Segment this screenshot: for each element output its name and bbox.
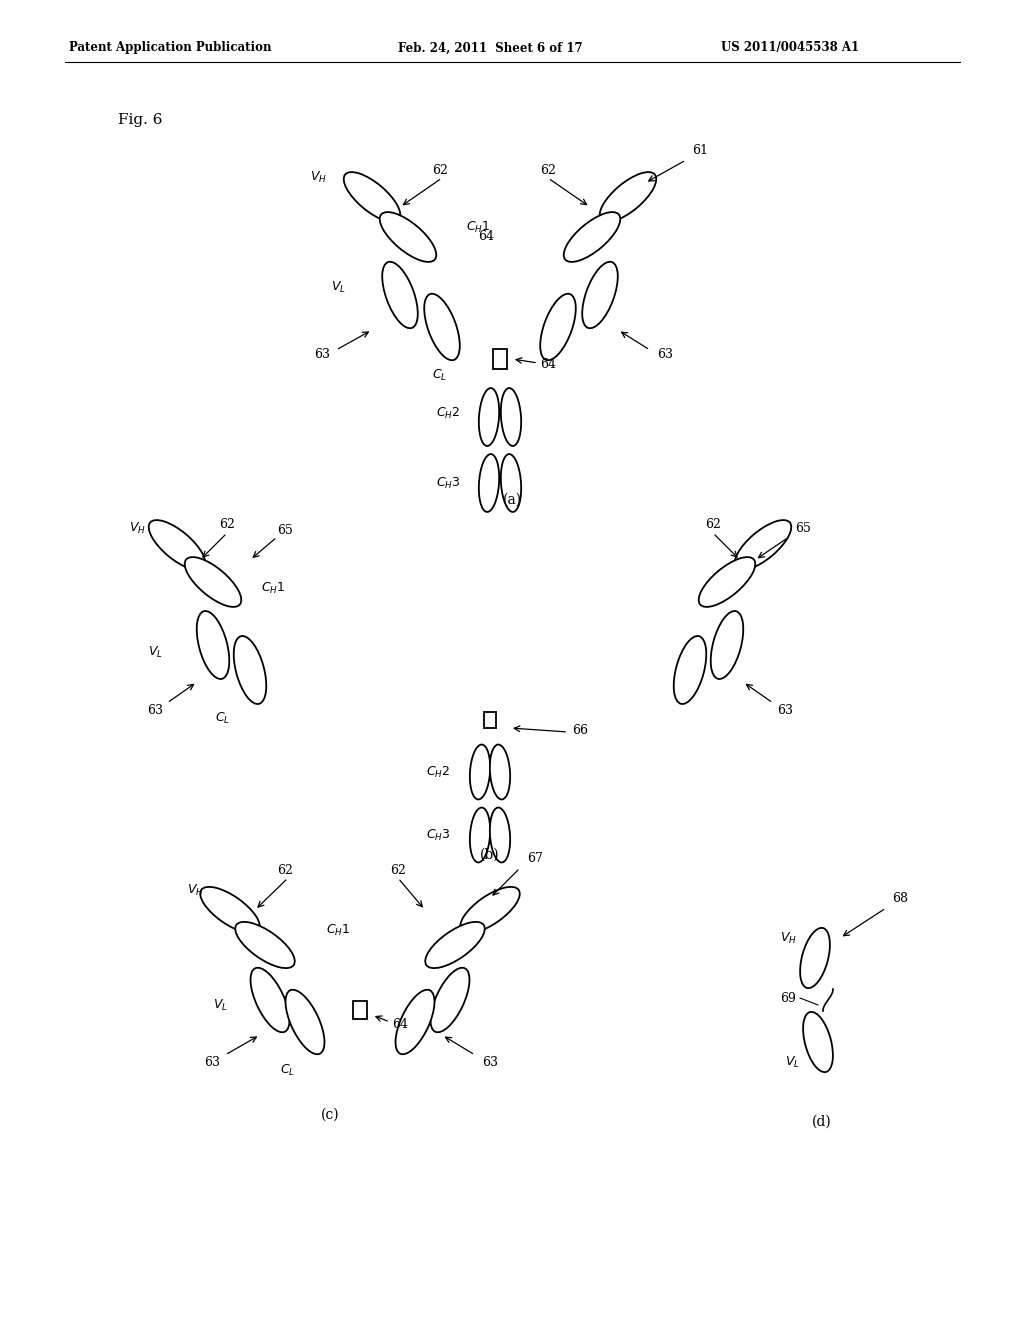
Text: $V_L$: $V_L$ — [147, 644, 163, 660]
Ellipse shape — [541, 294, 575, 360]
Ellipse shape — [674, 636, 707, 704]
Ellipse shape — [489, 744, 510, 800]
Ellipse shape — [382, 261, 418, 329]
Ellipse shape — [800, 928, 829, 989]
Text: $C_H2$: $C_H2$ — [426, 764, 451, 780]
Text: 64: 64 — [540, 359, 556, 371]
Text: 66: 66 — [572, 723, 588, 737]
Text: Feb. 24, 2011  Sheet 6 of 17: Feb. 24, 2011 Sheet 6 of 17 — [397, 41, 583, 54]
Text: 64: 64 — [392, 1019, 408, 1031]
Ellipse shape — [395, 990, 434, 1055]
Text: US 2011/0045538 A1: US 2011/0045538 A1 — [721, 41, 859, 54]
Ellipse shape — [470, 808, 490, 862]
Text: Patent Application Publication: Patent Application Publication — [69, 41, 271, 54]
Text: 63: 63 — [147, 704, 163, 717]
Text: $V_H$: $V_H$ — [309, 169, 327, 185]
Ellipse shape — [600, 172, 656, 222]
Text: 61: 61 — [692, 144, 708, 157]
Ellipse shape — [236, 921, 295, 968]
Text: (a): (a) — [503, 492, 521, 507]
Ellipse shape — [184, 557, 242, 607]
Text: $C_H1$: $C_H1$ — [466, 219, 490, 235]
Text: 62: 62 — [390, 863, 406, 876]
Ellipse shape — [698, 557, 756, 607]
Text: Fig. 6: Fig. 6 — [118, 114, 163, 127]
Ellipse shape — [734, 520, 792, 570]
Ellipse shape — [711, 611, 743, 678]
Ellipse shape — [583, 261, 617, 329]
Text: 63: 63 — [482, 1056, 498, 1068]
Text: 62: 62 — [540, 164, 556, 177]
Text: $V_L$: $V_L$ — [784, 1055, 800, 1069]
Text: $V_H$: $V_H$ — [186, 883, 204, 898]
Text: 62: 62 — [432, 164, 447, 177]
Text: (b): (b) — [480, 847, 500, 862]
Ellipse shape — [501, 388, 521, 446]
Ellipse shape — [424, 294, 460, 360]
Text: 63: 63 — [657, 348, 673, 362]
Text: 68: 68 — [892, 891, 908, 904]
Text: 69: 69 — [780, 991, 796, 1005]
Text: 62: 62 — [278, 863, 293, 876]
Text: $V_H$: $V_H$ — [129, 520, 145, 536]
Ellipse shape — [501, 454, 521, 512]
Ellipse shape — [430, 968, 469, 1032]
Ellipse shape — [201, 887, 260, 933]
Text: 62: 62 — [706, 519, 721, 532]
Ellipse shape — [148, 520, 205, 570]
Text: $C_L$: $C_L$ — [281, 1063, 296, 1077]
Text: $C_H2$: $C_H2$ — [436, 405, 460, 421]
Text: 65: 65 — [278, 524, 293, 536]
Text: $C_H3$: $C_H3$ — [426, 828, 451, 842]
Text: 63: 63 — [204, 1056, 220, 1068]
Ellipse shape — [251, 968, 290, 1032]
Ellipse shape — [197, 611, 229, 678]
Ellipse shape — [233, 636, 266, 704]
Text: $C_H1$: $C_H1$ — [261, 581, 286, 595]
Ellipse shape — [380, 213, 436, 261]
Text: $C_H1$: $C_H1$ — [326, 923, 350, 937]
Text: 62: 62 — [219, 519, 234, 532]
Text: $C_L$: $C_L$ — [432, 367, 447, 383]
Text: $C_H3$: $C_H3$ — [435, 475, 461, 491]
Text: 63: 63 — [777, 704, 793, 717]
Text: 64: 64 — [478, 231, 494, 243]
Text: $V_L$: $V_L$ — [213, 998, 227, 1012]
Bar — [353, 1001, 367, 1019]
Ellipse shape — [344, 172, 400, 222]
Text: 65: 65 — [795, 521, 811, 535]
Text: (c): (c) — [321, 1107, 339, 1122]
Text: (d): (d) — [812, 1115, 831, 1129]
Ellipse shape — [425, 921, 484, 968]
Text: $C_L$: $C_L$ — [215, 710, 230, 726]
Text: $V_H$: $V_H$ — [779, 931, 797, 945]
Ellipse shape — [803, 1012, 833, 1072]
Bar — [484, 711, 496, 729]
Ellipse shape — [460, 887, 520, 933]
Ellipse shape — [489, 808, 510, 862]
Text: $V_L$: $V_L$ — [331, 280, 345, 294]
Ellipse shape — [564, 213, 621, 261]
Bar — [493, 348, 507, 370]
Ellipse shape — [286, 990, 325, 1055]
Ellipse shape — [470, 744, 490, 800]
Text: 67: 67 — [527, 851, 543, 865]
Ellipse shape — [479, 388, 499, 446]
Text: 63: 63 — [314, 348, 330, 362]
Ellipse shape — [479, 454, 499, 512]
